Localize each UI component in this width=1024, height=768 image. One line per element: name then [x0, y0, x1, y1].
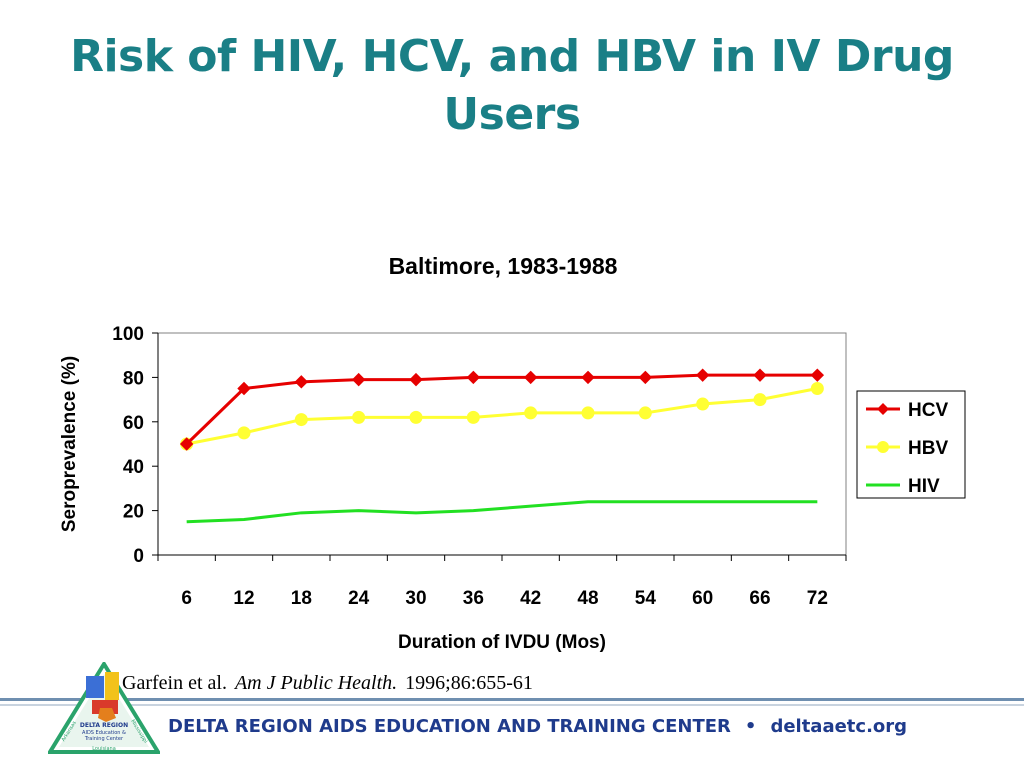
hcv-data-point: [294, 375, 309, 389]
hcv-data-point: [638, 370, 653, 385]
legend: HCV HBV HIV: [856, 390, 966, 499]
footer-bullet: •: [744, 716, 757, 737]
hcv-data-point: [179, 437, 194, 451]
x-tick-label: 18: [291, 588, 312, 609]
x-tick-label: 48: [577, 588, 598, 609]
x-tick-label: 72: [807, 588, 828, 609]
footer: DELTA REGION AIDS EDUCATION AND TRAINING…: [168, 716, 907, 737]
delta-region-logo: DELTA REGION AIDS Education & Training C…: [48, 662, 160, 754]
hbv-series-line: [186, 387, 818, 446]
y-tick-label: 0: [133, 546, 144, 567]
plot-area: [157, 332, 847, 556]
x-tick-label: 6: [181, 588, 192, 609]
hcv-legend-marker: [877, 403, 889, 415]
y-tick-label: 80: [123, 368, 144, 389]
hbv-data-point: [753, 393, 767, 407]
footer-divider-thin: [0, 704, 1024, 706]
hcv-data-point: [351, 372, 366, 387]
x-tick-label: 54: [635, 588, 657, 609]
citation-authors: Garfein et al.: [122, 672, 227, 694]
footer-divider: [0, 698, 1024, 701]
hcv-data-point: [695, 368, 710, 382]
citation: Garfein et al. Am J Public Health. 1996;86…: [122, 672, 533, 695]
x-tick-label: 42: [520, 588, 541, 609]
hbv-data-point: [352, 410, 366, 424]
hcv-data-point: [810, 368, 825, 382]
y-tick-label: 100: [112, 324, 144, 345]
hiv-series-line: [186, 500, 818, 524]
hcv-legend-label: HCV: [908, 400, 948, 421]
footer-org: DELTA REGION AIDS EDUCATION AND TRAINING…: [168, 716, 731, 737]
y-tick-label: 20: [123, 502, 144, 523]
seroprevalence-line-chart: Baltimore, 1983-1988 0 20 40 60 80 100 6 12 18 2…: [59, 253, 966, 653]
chart-title: Baltimore, 1983-1988: [389, 253, 618, 279]
hbv-data-point: [581, 406, 595, 420]
hcv-series-line: [185, 373, 818, 446]
x-tick-label: 36: [463, 588, 484, 609]
x-tick-label: 12: [233, 588, 254, 609]
x-tick-label: 24: [348, 588, 370, 609]
hcv-data-point: [523, 370, 538, 385]
hcv-data-point: [466, 370, 481, 385]
slide-title: Risk of HIV, HCV, and HBV in IV Drug Use…: [70, 31, 954, 140]
hbv-data-point: [810, 382, 824, 395]
y-tick-label: 60: [123, 413, 144, 434]
logo-bottom: Louisiana: [92, 746, 116, 752]
logo-line-1: DELTA REGION: [80, 722, 128, 729]
hbv-legend-label: HBV: [908, 438, 948, 459]
logo-line-3: Training Center: [84, 736, 124, 742]
hiv-legend-label: HIV: [908, 476, 940, 497]
hbv-data-point: [409, 410, 423, 424]
hbv-data-point: [696, 397, 710, 411]
hcv-data-point: [237, 381, 251, 396]
x-tick-label: 60: [692, 588, 713, 609]
x-axis-label: Duration of IVDU (Mos): [398, 632, 606, 653]
citation-journal: Am J Public Health.: [234, 672, 398, 694]
y-axis-label: Seroprevalence (%): [59, 356, 80, 532]
footer-url: deltaaetc.org: [770, 716, 908, 737]
hcv-data-point: [581, 370, 595, 385]
hcv-data-point: [409, 372, 423, 387]
hbv-data-point: [638, 406, 652, 420]
hbv-legend-marker: [877, 441, 889, 453]
hbv-data-point: [466, 410, 480, 424]
y-tick-label: 40: [123, 457, 144, 478]
x-tick-label: 66: [749, 588, 770, 609]
hbv-data-point: [524, 406, 538, 420]
citation-volume: 1996;86:655-61: [405, 672, 533, 694]
x-tick-label: 30: [405, 588, 426, 609]
hbv-data-point: [237, 426, 251, 440]
hbv-data-point: [294, 413, 308, 427]
hcv-data-point: [753, 368, 767, 382]
logo-line-2: AIDS Education &: [82, 730, 126, 736]
